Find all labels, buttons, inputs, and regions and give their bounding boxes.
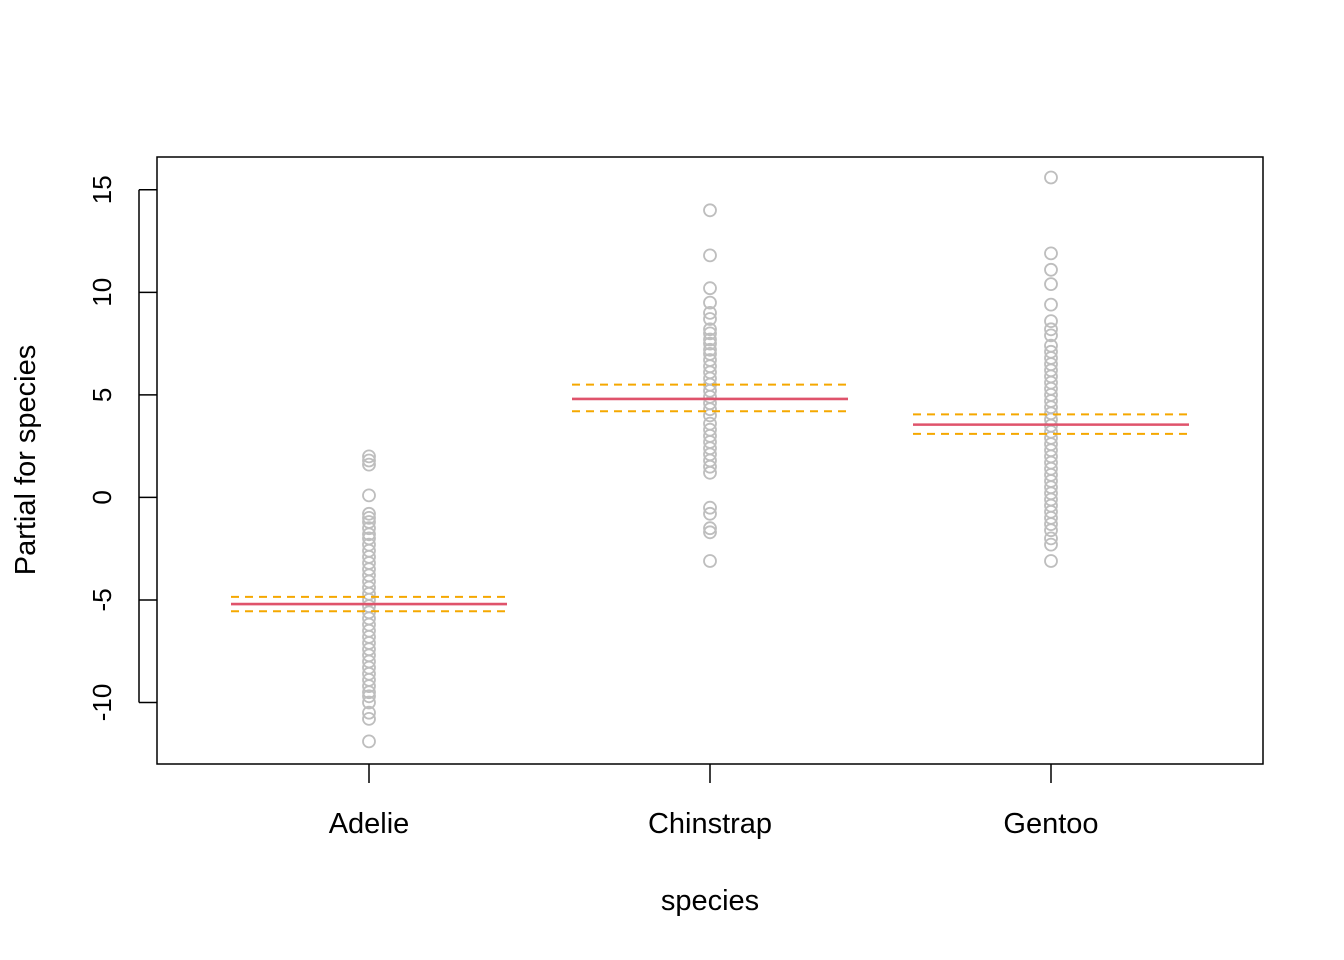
data-points xyxy=(362,170,1058,749)
data-point xyxy=(703,322,717,337)
data-point xyxy=(362,705,376,720)
data-point xyxy=(703,408,717,423)
data-point xyxy=(1044,523,1058,538)
y-tick-label: -5 xyxy=(87,588,117,611)
data-point xyxy=(362,488,376,503)
data-point xyxy=(703,281,717,296)
data-point xyxy=(362,689,376,704)
data-point xyxy=(1044,322,1058,337)
data-point xyxy=(1044,170,1058,185)
x-axis: Adelie Chinstrap Gentoo xyxy=(329,764,1099,840)
data-point xyxy=(703,332,717,347)
data-point xyxy=(703,506,717,521)
data-point xyxy=(703,326,717,341)
data-point xyxy=(362,453,376,468)
data-point xyxy=(362,457,376,472)
data-point xyxy=(1044,328,1058,343)
y-tick-label: 15 xyxy=(87,175,117,204)
y-tick-label: 0 xyxy=(87,490,117,504)
data-point xyxy=(703,521,717,536)
data-point xyxy=(1044,277,1058,292)
y-tick-label: -10 xyxy=(87,684,117,722)
data-point xyxy=(703,525,717,540)
data-point xyxy=(362,695,376,710)
data-point xyxy=(703,305,717,320)
data-point xyxy=(1044,297,1058,312)
y-axis-label: Partial for species xyxy=(10,345,42,576)
data-point xyxy=(703,312,717,326)
data-point xyxy=(362,712,376,726)
data-point xyxy=(1044,314,1058,329)
data-point xyxy=(703,248,717,263)
data-point xyxy=(362,685,376,700)
y-tick-label: 5 xyxy=(87,388,117,402)
y-axis: -10 -5 0 5 10 15 xyxy=(87,175,157,721)
data-point xyxy=(362,449,376,464)
data-point xyxy=(1044,554,1058,568)
x-axis-label: species xyxy=(661,885,759,917)
data-point xyxy=(362,734,376,749)
data-point xyxy=(703,295,717,310)
data-point xyxy=(703,336,717,351)
fit-lines xyxy=(231,383,1189,613)
y-tick-label: 10 xyxy=(87,278,117,307)
data-point xyxy=(1044,246,1058,261)
x-tick-label: Gentoo xyxy=(1003,808,1098,840)
data-point xyxy=(703,203,717,218)
x-tick-label: Chinstrap xyxy=(648,808,772,840)
data-point xyxy=(1044,262,1058,277)
data-point xyxy=(1044,531,1058,546)
data-point xyxy=(362,527,376,542)
data-point xyxy=(362,521,376,536)
data-point xyxy=(703,342,717,357)
data-point xyxy=(362,506,376,521)
data-point xyxy=(362,679,376,693)
data-point xyxy=(703,402,717,417)
data-point xyxy=(362,511,376,525)
data-point xyxy=(703,459,717,474)
data-point xyxy=(703,465,717,480)
x-tick-label: Adelie xyxy=(329,808,410,840)
data-point xyxy=(1044,517,1058,531)
data-point xyxy=(1044,537,1058,552)
data-point xyxy=(703,500,717,515)
data-point xyxy=(703,554,717,568)
